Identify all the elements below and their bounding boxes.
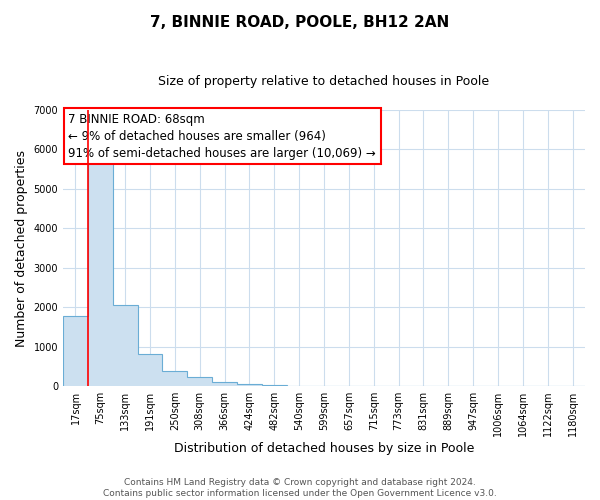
- Y-axis label: Number of detached properties: Number of detached properties: [15, 150, 28, 346]
- Text: Contains HM Land Registry data © Crown copyright and database right 2024.
Contai: Contains HM Land Registry data © Crown c…: [103, 478, 497, 498]
- Text: 7, BINNIE ROAD, POOLE, BH12 2AN: 7, BINNIE ROAD, POOLE, BH12 2AN: [151, 15, 449, 30]
- X-axis label: Distribution of detached houses by size in Poole: Distribution of detached houses by size …: [174, 442, 474, 455]
- Text: 7 BINNIE ROAD: 68sqm
← 9% of detached houses are smaller (964)
91% of semi-detac: 7 BINNIE ROAD: 68sqm ← 9% of detached ho…: [68, 113, 376, 160]
- Title: Size of property relative to detached houses in Poole: Size of property relative to detached ho…: [158, 75, 490, 88]
